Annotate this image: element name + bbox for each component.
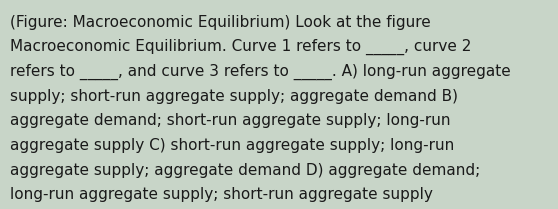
Text: long-run aggregate supply; short-run aggregate supply: long-run aggregate supply; short-run agg…: [10, 187, 433, 202]
Text: (Figure: Macroeconomic Equilibrium) Look at the figure: (Figure: Macroeconomic Equilibrium) Look…: [10, 15, 431, 30]
Text: refers to _____, and curve 3 refers to _____. A) long-run aggregate: refers to _____, and curve 3 refers to _…: [10, 64, 511, 80]
Text: supply; short-run aggregate supply; aggregate demand B): supply; short-run aggregate supply; aggr…: [10, 89, 458, 104]
Text: aggregate supply; aggregate demand D) aggregate demand;: aggregate supply; aggregate demand D) ag…: [10, 163, 480, 178]
Text: aggregate demand; short-run aggregate supply; long-run: aggregate demand; short-run aggregate su…: [10, 113, 450, 128]
Text: Macroeconomic Equilibrium. Curve 1 refers to _____, curve 2: Macroeconomic Equilibrium. Curve 1 refer…: [10, 39, 472, 56]
Text: aggregate supply C) short-run aggregate supply; long-run: aggregate supply C) short-run aggregate …: [10, 138, 454, 153]
